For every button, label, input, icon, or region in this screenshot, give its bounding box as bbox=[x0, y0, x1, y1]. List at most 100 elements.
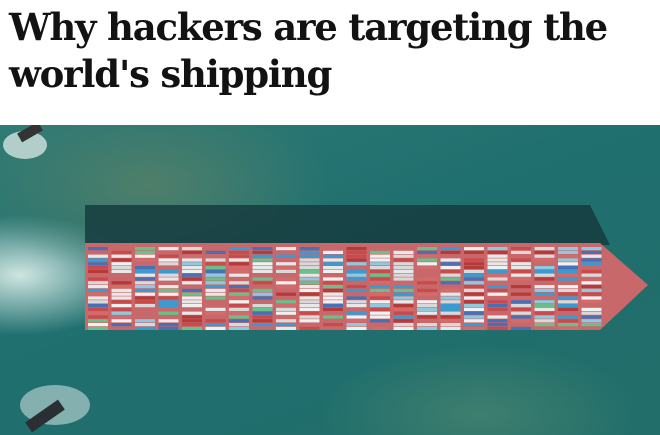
shipping-container bbox=[276, 285, 296, 289]
shipping-container bbox=[464, 326, 484, 330]
shipping-container bbox=[111, 266, 132, 270]
shipping-container bbox=[158, 273, 179, 277]
shipping-container bbox=[558, 319, 578, 323]
shipping-container bbox=[464, 292, 484, 296]
shipping-container bbox=[440, 273, 461, 277]
shipping-container bbox=[323, 269, 343, 273]
shipping-container bbox=[276, 266, 296, 270]
shipping-container bbox=[393, 323, 414, 327]
shipping-container bbox=[417, 307, 437, 311]
shipping-container bbox=[370, 296, 390, 300]
shipping-container bbox=[252, 319, 273, 323]
shipping-container bbox=[534, 311, 555, 315]
shipping-container bbox=[135, 281, 155, 285]
shipping-container bbox=[534, 277, 555, 281]
shipping-container bbox=[370, 262, 390, 266]
shipping-container bbox=[393, 273, 414, 277]
shipping-container bbox=[346, 247, 367, 251]
shipping-container bbox=[393, 258, 414, 262]
shipping-container bbox=[534, 315, 555, 319]
shipping-container bbox=[135, 292, 155, 296]
shipping-container bbox=[276, 311, 296, 315]
shipping-container bbox=[464, 296, 484, 300]
shipping-container bbox=[252, 292, 273, 296]
shipping-container bbox=[534, 285, 555, 289]
shipping-container bbox=[205, 319, 226, 323]
shipping-container bbox=[135, 304, 155, 308]
shipping-container bbox=[299, 285, 320, 289]
shipping-container bbox=[558, 288, 578, 292]
shipping-container bbox=[558, 315, 578, 319]
shipping-container bbox=[182, 315, 202, 319]
shipping-container bbox=[534, 250, 555, 254]
shipping-container bbox=[346, 315, 367, 319]
shipping-container bbox=[487, 250, 508, 254]
shipping-container bbox=[111, 296, 132, 300]
shipping-container bbox=[511, 273, 531, 277]
shipping-container bbox=[581, 273, 602, 277]
shipping-container bbox=[205, 250, 226, 254]
shipping-container bbox=[346, 323, 367, 327]
shipping-container bbox=[581, 319, 602, 323]
shipping-container bbox=[323, 304, 343, 308]
shipping-container bbox=[182, 269, 202, 273]
shipping-container bbox=[252, 266, 273, 270]
shipping-container bbox=[88, 269, 108, 273]
shipping-container bbox=[299, 300, 320, 304]
shipping-container bbox=[487, 277, 508, 281]
shipping-container bbox=[487, 266, 508, 270]
shipping-container bbox=[88, 326, 108, 330]
shipping-container bbox=[88, 288, 108, 292]
shipping-container bbox=[370, 266, 390, 270]
shipping-container bbox=[534, 304, 555, 308]
shipping-container bbox=[581, 258, 602, 262]
shipping-container bbox=[88, 258, 108, 262]
shipping-container bbox=[370, 285, 390, 289]
shipping-container bbox=[464, 269, 484, 273]
container-ship-illustration bbox=[3, 125, 648, 433]
shipping-container bbox=[417, 258, 437, 262]
shipping-container bbox=[487, 247, 508, 251]
shipping-container bbox=[370, 288, 390, 292]
shipping-container bbox=[440, 319, 461, 323]
shipping-container bbox=[534, 269, 555, 273]
shipping-container bbox=[229, 304, 249, 308]
shipping-container bbox=[464, 250, 484, 254]
shipping-container bbox=[370, 254, 390, 258]
shipping-container bbox=[393, 319, 414, 323]
shipping-container bbox=[276, 300, 296, 304]
shipping-container bbox=[534, 319, 555, 323]
shipping-container bbox=[534, 254, 555, 258]
shipping-container bbox=[558, 292, 578, 296]
shipping-container bbox=[158, 285, 179, 289]
shipping-container bbox=[229, 292, 249, 296]
shipping-container bbox=[464, 281, 484, 285]
shipping-container bbox=[276, 326, 296, 330]
shipping-container bbox=[229, 254, 249, 258]
shipping-container bbox=[487, 292, 508, 296]
shipping-container bbox=[534, 258, 555, 262]
shipping-container bbox=[252, 311, 273, 315]
shipping-container bbox=[581, 315, 602, 319]
shipping-container bbox=[558, 266, 578, 270]
shipping-container bbox=[252, 258, 273, 262]
shipping-container bbox=[581, 311, 602, 315]
shipping-container bbox=[158, 323, 179, 327]
shipping-container bbox=[487, 254, 508, 258]
shipping-container bbox=[158, 326, 179, 330]
shipping-container bbox=[182, 288, 202, 292]
shipping-container bbox=[417, 304, 437, 308]
shipping-container bbox=[464, 266, 484, 270]
shipping-container bbox=[440, 311, 461, 315]
shipping-container bbox=[135, 319, 155, 323]
shipping-container bbox=[464, 304, 484, 308]
shipping-container bbox=[158, 258, 179, 262]
shipping-container bbox=[135, 266, 155, 270]
shipping-container bbox=[370, 304, 390, 308]
shipping-container bbox=[464, 315, 484, 319]
shipping-container bbox=[370, 326, 390, 330]
shipping-container bbox=[252, 254, 273, 258]
shipping-container bbox=[182, 266, 202, 270]
shipping-container bbox=[252, 323, 273, 327]
shipping-container bbox=[276, 307, 296, 311]
